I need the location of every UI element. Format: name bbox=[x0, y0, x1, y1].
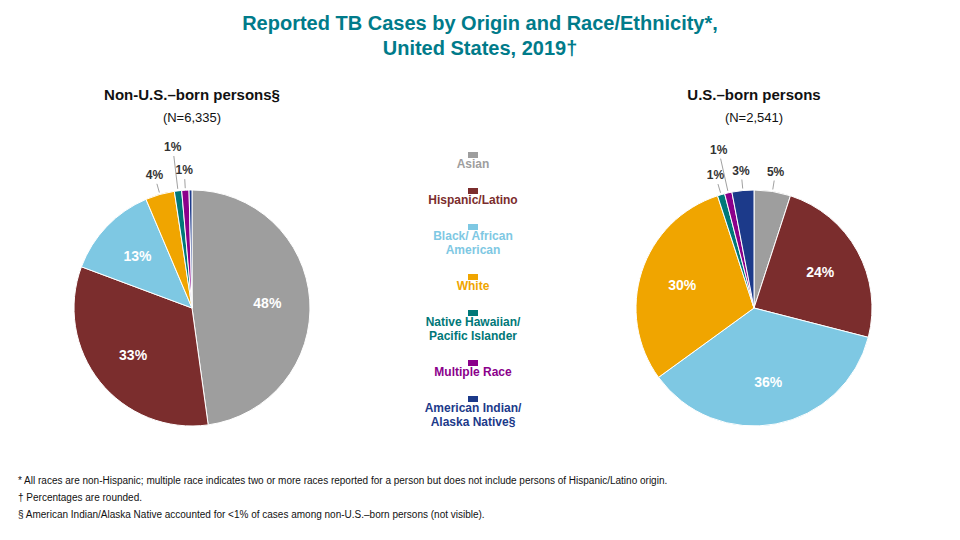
data-label: 1% bbox=[710, 143, 728, 157]
pie: Non-U.S.–born persons§ (N=6,335) 48% 33% 13%… bbox=[74, 86, 310, 426]
legend-entry: Native Hawaiian/Pacific Islander bbox=[426, 315, 521, 343]
pie-slice bbox=[174, 190, 192, 308]
legend-entry: Multiple Race bbox=[434, 365, 512, 379]
pie: U.S.–born persons (N=2,541) 5% 24% 36% 30% 1% 1… bbox=[636, 86, 872, 426]
pie-title: U.S.–born persons bbox=[687, 86, 820, 103]
data-label: 1% bbox=[707, 168, 725, 182]
text-line: Multiple Race bbox=[434, 365, 512, 379]
leader-line bbox=[741, 180, 743, 189]
data-label: 1% bbox=[176, 163, 194, 177]
text-line: American bbox=[446, 243, 501, 257]
legend: AsianHispanic/LatinoBlack/ AfricanAmeric… bbox=[425, 152, 522, 429]
leader-line bbox=[773, 181, 774, 190]
pie-subtitle: (N=6,335) bbox=[163, 110, 221, 125]
data-label: 36% bbox=[754, 374, 783, 390]
text-line: American Indian/ bbox=[425, 401, 522, 415]
leader-line bbox=[184, 179, 186, 188]
text-line: Black/ African bbox=[433, 229, 513, 243]
text-line: Pacific Islander bbox=[429, 329, 517, 343]
text-line: United States, 2019† bbox=[383, 37, 578, 59]
legend-entry: Hispanic/Latino bbox=[428, 193, 517, 207]
pie-slice bbox=[732, 190, 754, 308]
leader-line bbox=[157, 184, 159, 193]
data-label: 30% bbox=[668, 277, 697, 293]
data-label: 1% bbox=[164, 140, 182, 154]
footnote: * All races are non-Hispanic; multiple r… bbox=[18, 475, 667, 486]
title: Reported TB Cases by Origin and Race/Eth… bbox=[242, 12, 718, 59]
data-label: 3% bbox=[732, 164, 750, 178]
data-label: 48% bbox=[253, 295, 282, 311]
text-line: Reported TB Cases by Origin and Race/Eth… bbox=[242, 12, 718, 34]
leader-line bbox=[718, 184, 721, 193]
legend-entry: Black/ AfricanAmerican bbox=[433, 229, 513, 257]
background bbox=[0, 0, 960, 540]
pie-title: Non-U.S.–born persons§ bbox=[104, 86, 280, 103]
legend-entry: Asian bbox=[457, 157, 490, 171]
legend-entry: White bbox=[457, 279, 490, 293]
footnote: † Percentages are rounded. bbox=[18, 492, 142, 503]
data-label: 33% bbox=[119, 347, 148, 363]
leader-line bbox=[721, 159, 728, 191]
pie-slice bbox=[182, 190, 192, 308]
data-label: 13% bbox=[123, 248, 152, 264]
pie-slice bbox=[189, 190, 192, 308]
text-line: Native Hawaiian/ bbox=[426, 315, 521, 329]
data-label: 24% bbox=[806, 264, 835, 280]
data-label: 5% bbox=[767, 165, 785, 179]
text-line: White bbox=[457, 279, 490, 293]
data-label: 4% bbox=[146, 168, 164, 182]
chart: Reported TB Cases by Origin and Race/Eth… bbox=[0, 0, 960, 540]
legend-entry: American Indian/Alaska Native§ bbox=[425, 401, 522, 429]
text-line: Hispanic/Latino bbox=[428, 193, 517, 207]
text-line: Alaska Native§ bbox=[431, 415, 516, 429]
footnote: § American Indian/Alaska Native accounte… bbox=[18, 509, 485, 520]
pie-slice bbox=[192, 190, 310, 425]
pie-subtitle: (N=2,541) bbox=[725, 110, 783, 125]
text-line: Asian bbox=[457, 157, 490, 171]
